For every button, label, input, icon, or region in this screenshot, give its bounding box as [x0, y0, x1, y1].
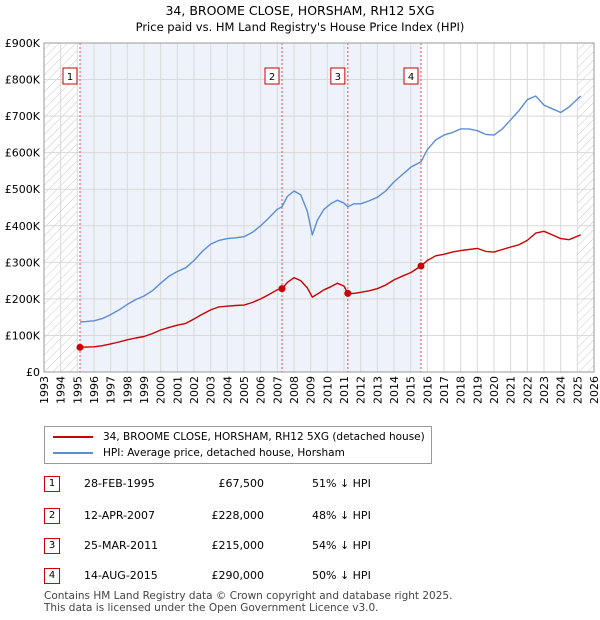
x-tick-label: 1993 [38, 376, 51, 404]
sale-row: 2 12-APR-2007 £228,000 48% ↓ HPI [44, 508, 464, 526]
ownership-shade [80, 43, 421, 372]
x-tick-label: 2021 [505, 376, 518, 404]
x-tick-label: 2006 [255, 376, 268, 404]
footer: Contains HM Land Registry data © Crown c… [44, 590, 452, 614]
y-tick-label: £100K [5, 329, 41, 342]
x-tick-label: 1996 [88, 376, 101, 404]
sale-date: 28-FEB-1995 [84, 477, 155, 490]
sale-point [344, 289, 352, 297]
sale-date: 14-AUG-2015 [84, 569, 158, 582]
x-tick-label: 2005 [238, 376, 251, 404]
legend-hpi: HPI: Average price, detached house, Hors… [53, 446, 345, 460]
x-tick-label: 1998 [121, 376, 134, 404]
x-tick-label: 2007 [271, 376, 284, 404]
sale-hpi: 51% ↓ HPI [312, 477, 371, 490]
sale-label-box [330, 67, 346, 85]
legend-hpi-label: HPI: Average price, detached house, Hors… [103, 447, 345, 459]
x-tick-label: 2023 [538, 376, 551, 404]
x-tick-label: 2022 [521, 376, 534, 404]
hpi-line [79, 95, 582, 323]
chart-title: 34, BROOME CLOSE, HORSHAM, RH12 5XG [165, 3, 435, 18]
x-tick-label: 2017 [438, 376, 451, 404]
sale-price: £215,000 [211, 539, 265, 552]
y-tick-label: £600K [5, 147, 41, 160]
footer-copyright: Contains HM Land Registry data © Crown c… [44, 590, 453, 602]
sale-price: £290,000 [211, 569, 265, 582]
y-tick-label: £900K [5, 37, 41, 50]
sale-price: £228,000 [211, 509, 265, 522]
legend: 34, BROOME CLOSE, HORSHAM, RH12 5XG (det… [44, 426, 432, 464]
x-tick-label: 1997 [105, 376, 118, 404]
x-tick-label: 2004 [221, 376, 234, 404]
x-tick-label: 2009 [305, 376, 318, 404]
y-tick-label: £300K [5, 256, 41, 269]
x-tick-label: 2018 [455, 376, 468, 404]
sale-number: 3 [44, 538, 60, 554]
sale-hpi: 50% ↓ HPI [312, 569, 371, 582]
x-tick-label: 2015 [405, 376, 418, 404]
x-tick-label: 2016 [421, 376, 434, 404]
y-tick-label: £700K [5, 110, 41, 123]
x-tick-label: 2013 [371, 376, 384, 404]
price-chart: 1 2 3 4 £0 £100K £200K £300K £400K £500K £600K £70… [5, 37, 600, 404]
y-tick-label: £800K [5, 74, 41, 87]
sale-label-box [264, 67, 280, 85]
legend-property-label: 34, BROOME CLOSE, HORSHAM, RH12 5XG (det… [103, 431, 425, 443]
sale-hpi: 54% ↓ HPI [312, 539, 371, 552]
sale-row: 1 28-FEB-1995 £67,500 51% ↓ HPI [44, 476, 464, 494]
x-tick-label: 2026 [588, 376, 600, 404]
x-tick-label: 2003 [205, 376, 218, 404]
x-tick-label: 2001 [171, 376, 184, 404]
y-tick-label: £0 [26, 366, 40, 379]
sale-row: 3 25-MAR-2011 £215,000 54% ↓ HPI [44, 538, 464, 556]
sale-number: 2 [44, 508, 60, 524]
x-tick-label: 2025 [571, 376, 584, 404]
x-tick-label: 2010 [321, 376, 334, 404]
y-tick-label: £400K [5, 220, 41, 233]
y-tick-label: £500K [5, 183, 41, 196]
sale-point [278, 285, 286, 293]
sale-label-box [403, 67, 419, 85]
hatch-after [577, 43, 594, 372]
footer-licence: This data is licensed under the Open Gov… [44, 602, 379, 614]
x-tick-label: 2019 [471, 376, 484, 404]
property-price-line [79, 230, 581, 348]
x-tick-label: 2008 [288, 376, 301, 404]
x-tick-label: 2011 [338, 376, 351, 404]
chart-subtitle: Price paid vs. HM Land Registry's House … [135, 20, 465, 34]
sale-label: 4 [408, 72, 414, 83]
x-tick-label: 2020 [488, 376, 501, 404]
sale-number: 1 [44, 476, 60, 492]
x-tick-label: 2012 [355, 376, 368, 404]
x-tick-label: 2000 [155, 376, 168, 404]
sale-number: 4 [44, 568, 60, 584]
sale-row: 4 14-AUG-2015 £290,000 50% ↓ HPI [44, 568, 464, 586]
sale-label: 1 [67, 72, 73, 83]
sale-date: 12-APR-2007 [84, 509, 156, 522]
x-tick-label: 1995 [71, 376, 84, 404]
x-tick-label: 2024 [555, 376, 568, 404]
x-tick-label: 1999 [138, 376, 151, 404]
sale-label-box [62, 67, 78, 85]
sale-label: 2 [269, 72, 275, 83]
sale-hpi: 48% ↓ HPI [312, 509, 371, 522]
x-tick-label: 2014 [388, 376, 401, 404]
plot-border [43, 42, 595, 373]
sale-point [417, 262, 425, 270]
legend-property: 34, BROOME CLOSE, HORSHAM, RH12 5XG (det… [53, 430, 425, 444]
y-tick-label: £200K [5, 293, 41, 306]
legend-hpi-swatch [53, 452, 93, 454]
sale-point [76, 343, 84, 351]
sale-date: 25-MAR-2011 [84, 539, 159, 552]
sale-label: 3 [335, 72, 341, 83]
sale-price: £67,500 [218, 477, 265, 490]
x-tick-label: 1994 [55, 376, 68, 404]
legend-property-swatch [53, 436, 93, 438]
x-tick-label: 2002 [188, 376, 201, 404]
